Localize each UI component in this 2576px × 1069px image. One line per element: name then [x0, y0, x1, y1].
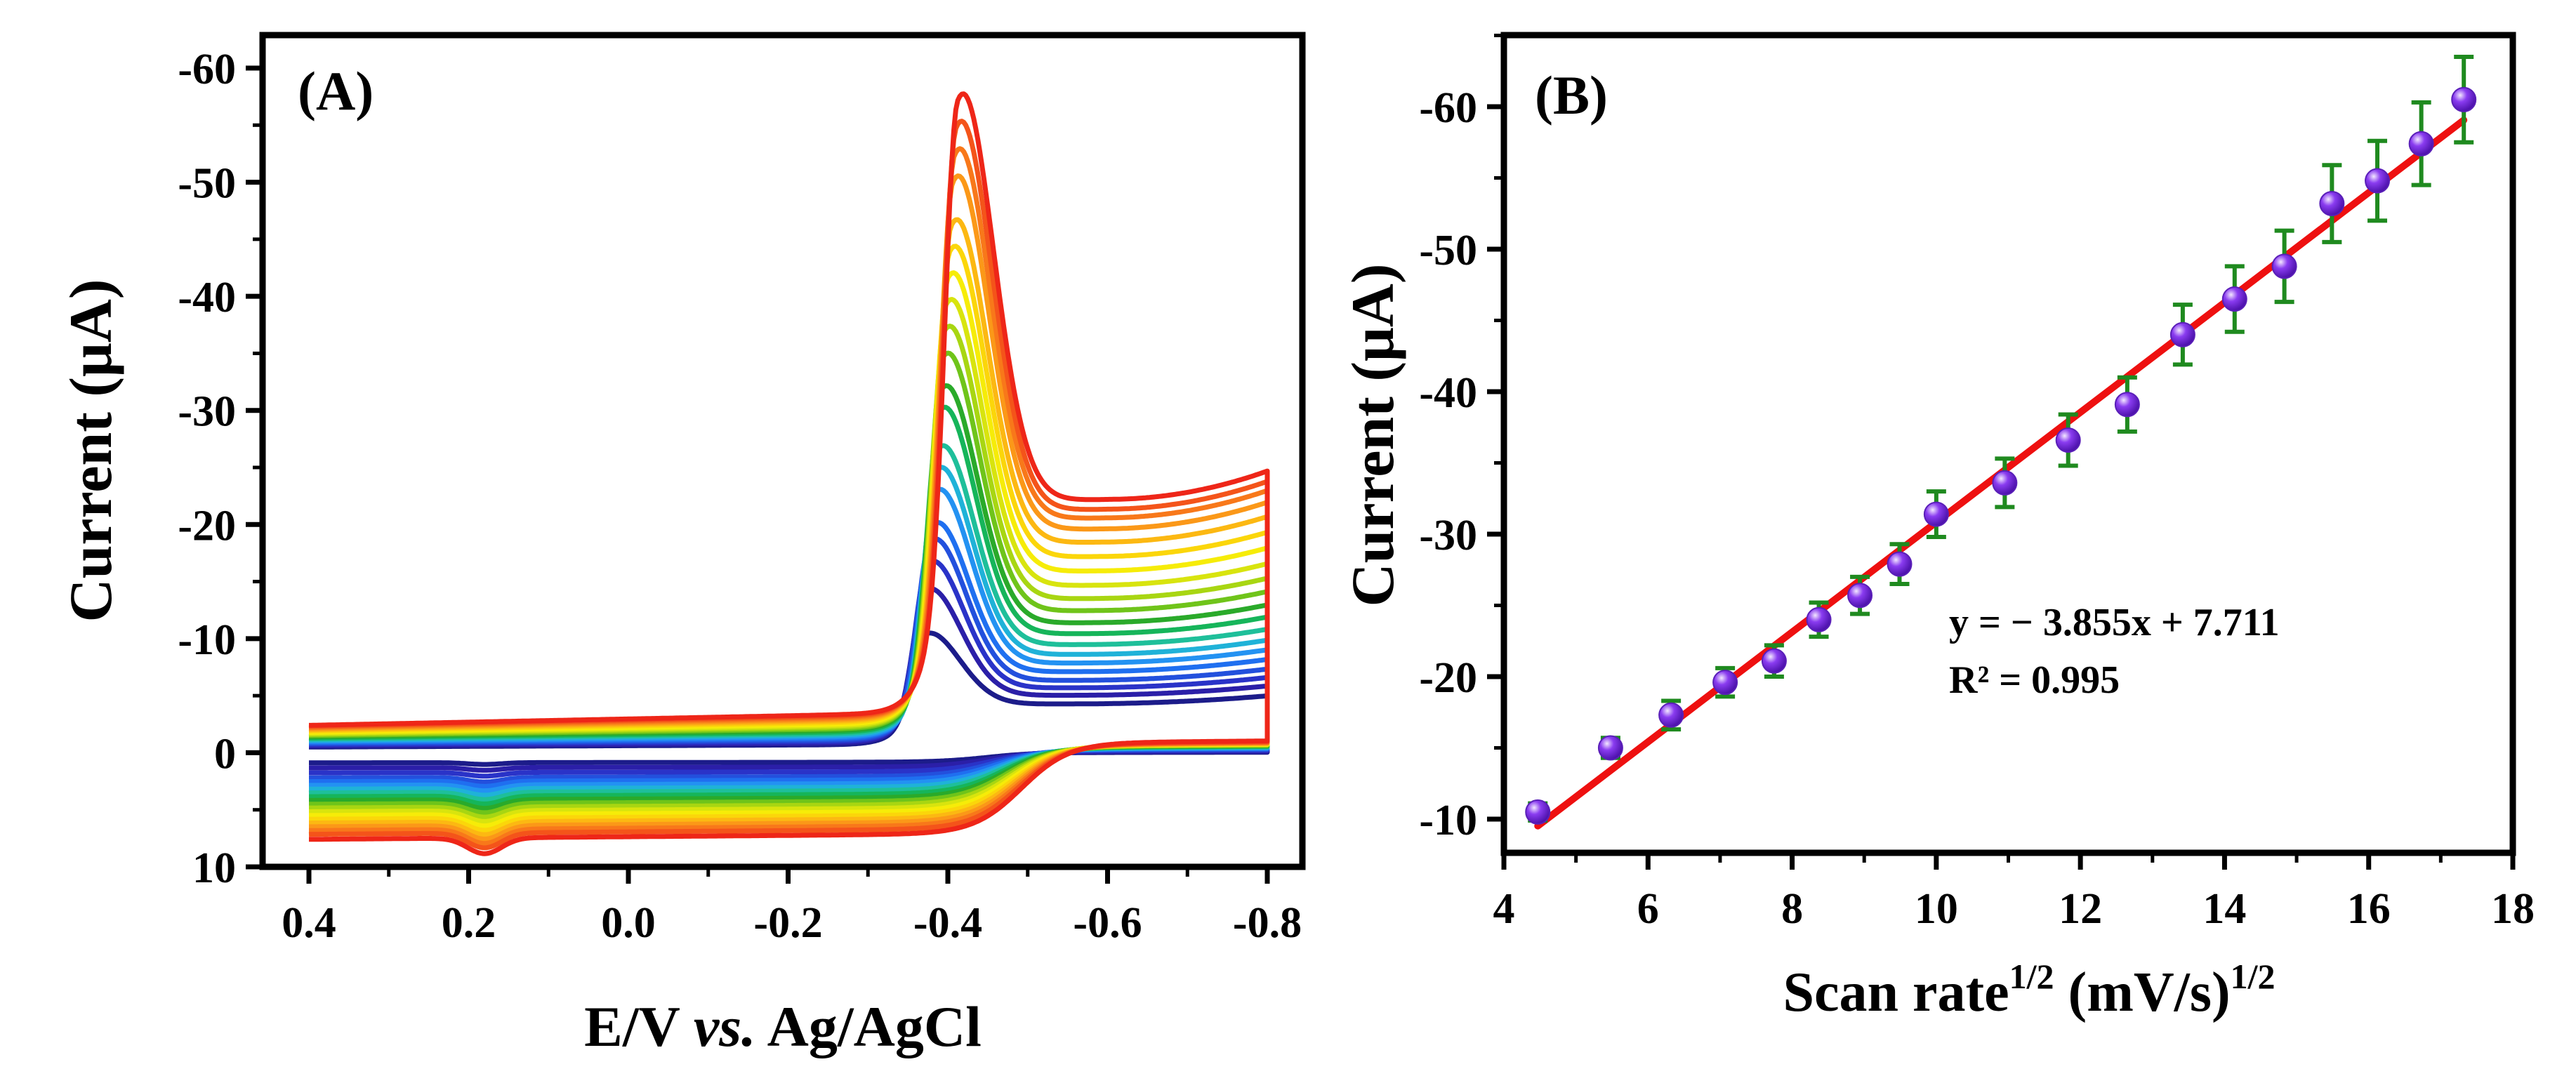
data-point: [1806, 606, 1832, 632]
fit-equation: y = − 3.855x + 7.711: [1949, 601, 2280, 644]
y-tick-label-b: -10: [1419, 797, 1477, 844]
x-axis-title-b: Scan rate1/2 (mV/s)1/2: [1783, 957, 2275, 1023]
y-tick-label-a: -40: [178, 274, 236, 321]
cv-curves: [308, 91, 1270, 856]
x-tick-label-a: -0.4: [913, 899, 982, 947]
data-point: [1923, 501, 1949, 527]
x-tick-label-b: 12: [2059, 885, 2102, 933]
data-point: [2114, 392, 2140, 418]
data-point: [1887, 551, 1913, 577]
y-tick-label-b: -20: [1419, 654, 1477, 702]
plot-frame-b: [1500, 32, 2516, 856]
panel-a: 0.4 0.2 0.0 -0.2 -0.4 -0.6 -0.8 10 0 -10 -20 -30 -4…: [57, 32, 1306, 1058]
y-tick-label-a: -20: [178, 502, 236, 550]
data-point: [2365, 168, 2391, 194]
y-axis-b: -10 -20 -30 -40 -50 -60: [1419, 34, 1504, 844]
y-tick-label-a: 10: [192, 844, 236, 892]
data-point: [1992, 470, 2018, 496]
data-point: [2319, 191, 2345, 217]
panel-label-b: (B): [1535, 65, 1608, 126]
data-point: [2055, 427, 2081, 453]
data-point: [2221, 286, 2247, 312]
r-squared: R² = 0.995: [1949, 658, 2120, 702]
data-point: [1712, 670, 1738, 696]
y-tick-label-b: -30: [1419, 512, 1477, 559]
data-point: [1761, 648, 1787, 674]
x-tick-label-b: 10: [1915, 885, 1958, 933]
cv-curve-20: [308, 91, 1270, 856]
x-tick-label-b: 8: [1781, 885, 1803, 933]
x-tick-label-b: 14: [2202, 885, 2246, 933]
y-tick-label-a: -30: [178, 388, 236, 436]
x-tick-label-a: 0.0: [601, 899, 656, 947]
data-point: [2169, 321, 2195, 347]
y-tick-label-a: -60: [178, 46, 236, 93]
y-tick-label-b: -40: [1419, 369, 1477, 417]
y-tick-label-a: -50: [178, 160, 236, 208]
panel-b: 4 6 8 10 12 14 16 18 -10 -20 -30 -40 -50 -60 (B) y =…: [1339, 32, 2535, 1023]
data-point: [2271, 253, 2297, 279]
x-tick-label-a: 0.2: [442, 899, 496, 947]
data-point: [1847, 583, 1873, 609]
data-point: [1597, 735, 1623, 761]
panel-label-a: (A): [298, 60, 374, 121]
y-tick-label-b: -60: [1419, 84, 1477, 132]
y-axis-title-a: Current (μA): [57, 279, 124, 623]
x-axis-title-a: E/V vs. Ag/AgCl: [584, 995, 982, 1058]
x-tick-label-b: 16: [2347, 885, 2391, 933]
y-axis-title-b: Current (μA): [1339, 264, 1406, 607]
scatter-area: [1525, 54, 2477, 830]
x-tick-label-a: -0.6: [1073, 899, 1142, 947]
data-point: [1658, 702, 1684, 728]
data-point: [2408, 131, 2434, 157]
x-tick-label-b: 6: [1637, 885, 1659, 933]
x-axis-a: 0.4 0.2 0.0 -0.2 -0.4 -0.6 -0.8: [282, 867, 1302, 947]
x-axis-b: 4 6 8 10 12 14 16 18: [1493, 853, 2535, 933]
data-point: [2451, 86, 2477, 112]
data-point: [1525, 799, 1551, 825]
x-tick-label-a: 0.4: [282, 899, 336, 947]
y-tick-label-a: 0: [214, 730, 236, 778]
y-tick-label-a: -10: [178, 616, 236, 664]
y-axis-a: 10 0 -10 -20 -30 -40 -50 -60: [178, 46, 263, 892]
y-tick-label-b: -50: [1419, 227, 1477, 274]
x-tick-label-a: -0.2: [753, 899, 822, 947]
plot-frame-a: [259, 32, 1306, 870]
x-tick-label-a: -0.8: [1233, 899, 1302, 947]
x-tick-label-b: 4: [1493, 885, 1515, 933]
x-tick-label-b: 18: [2491, 885, 2535, 933]
